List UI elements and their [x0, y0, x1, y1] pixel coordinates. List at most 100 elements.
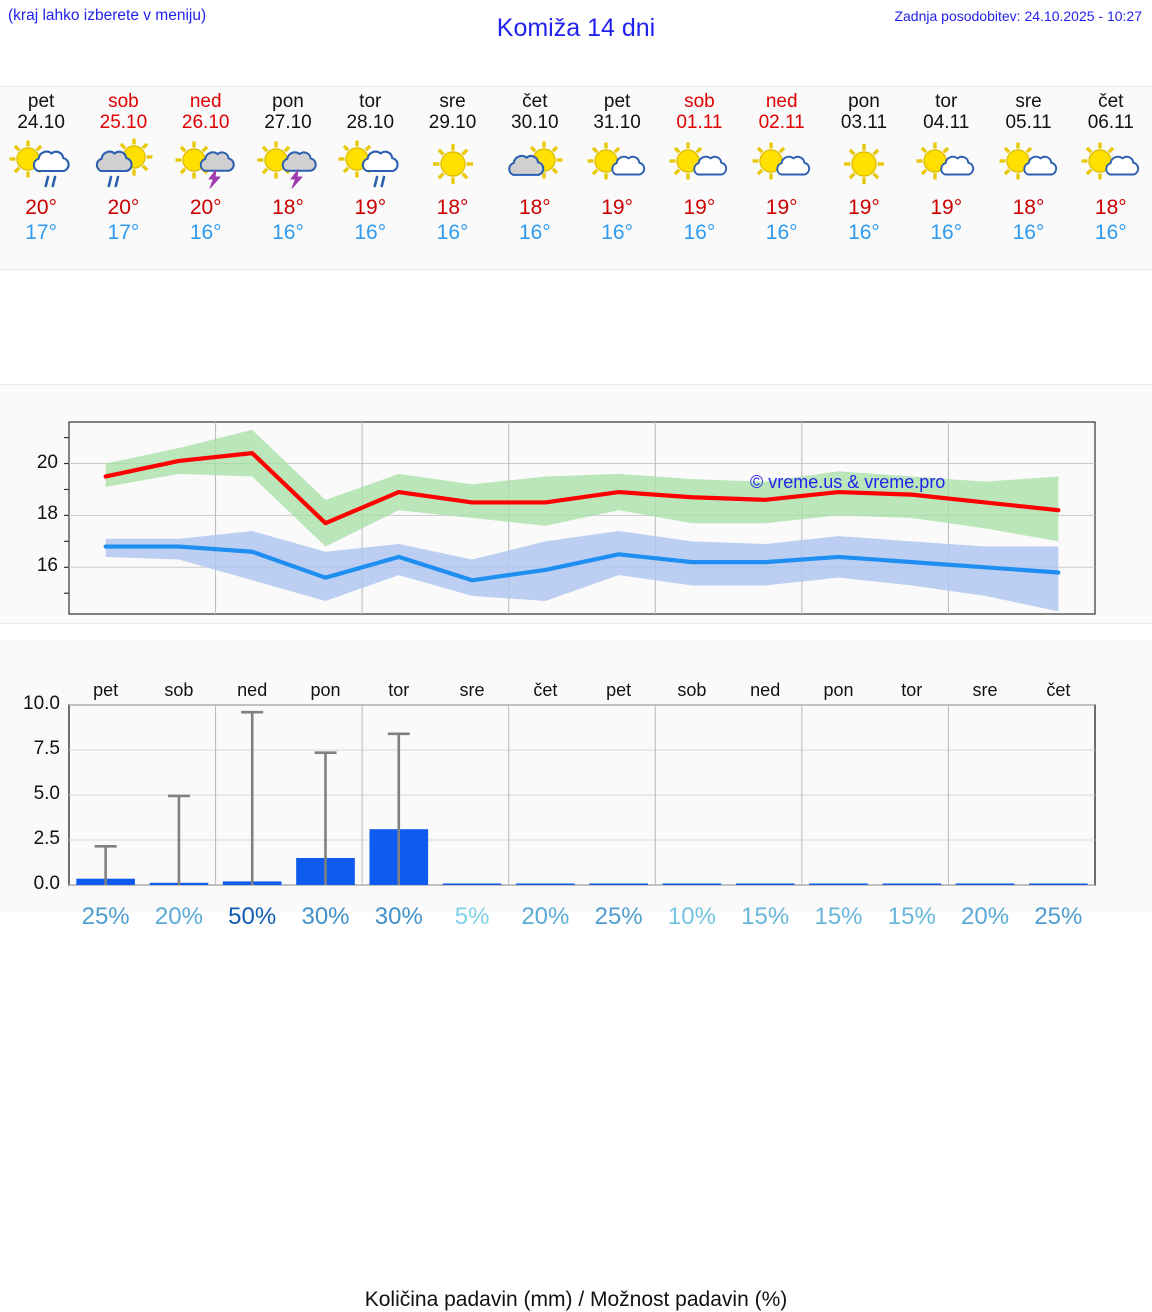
- day-name: tor: [359, 91, 382, 112]
- day-name: ned: [765, 91, 798, 112]
- day-date: 24.10: [17, 112, 65, 133]
- day-name: sre: [1015, 91, 1042, 112]
- day-date: 01.11: [676, 112, 723, 133]
- precipitation-day-label: tor: [388, 680, 410, 700]
- sun-cloud-rain-icon: [0, 137, 82, 195]
- cloud-sun-rain-icon: [82, 137, 164, 195]
- day-column[interactable]: sre 29.10 18° 16°: [411, 87, 493, 269]
- precipitation-probability: 25%: [81, 903, 130, 930]
- precipitation-probability: 15%: [814, 903, 863, 930]
- precipitation-day-label: ned: [750, 680, 781, 700]
- temperature-y-tick: 16: [36, 555, 58, 577]
- day-column[interactable]: pet 31.10 19° 16°: [576, 87, 658, 269]
- day-min-temp: 16°: [189, 221, 222, 244]
- day-column[interactable]: sob 25.10 20° 17°: [82, 87, 164, 269]
- sun-cloud-thunder-icon: [247, 137, 329, 195]
- precipitation-probability: 5%: [454, 903, 490, 930]
- precipitation-probability: 20%: [154, 903, 203, 930]
- precipitation-day-label: pet: [93, 680, 119, 700]
- day-name: pon: [848, 91, 880, 112]
- day-max-temp: 20°: [189, 196, 222, 219]
- day-column[interactable]: pon 03.11 19° 16°: [823, 87, 905, 269]
- day-max-temp: 19°: [930, 196, 963, 219]
- day-max-temp: 18°: [1012, 196, 1045, 219]
- day-column[interactable]: sre 05.11 18° 16°: [987, 87, 1069, 269]
- cloud-sun-icon: [494, 137, 576, 195]
- precipitation-day-label: čet: [1046, 680, 1071, 700]
- precipitation-day-label: sre: [459, 680, 485, 700]
- sun-cloud-rain-icon: [329, 137, 411, 195]
- page-title: Komiža 14 dni: [496, 14, 656, 42]
- precipitation-probability: 50%: [228, 903, 277, 930]
- sun-icon: [823, 137, 905, 195]
- precipitation-y-tick: 2.5: [33, 828, 60, 849]
- day-column[interactable]: tor 04.11 19° 16°: [905, 87, 987, 269]
- precipitation-probability: 15%: [887, 903, 936, 930]
- day-column[interactable]: pon 27.10 18° 16°: [247, 87, 329, 269]
- day-date: 06.11: [1087, 112, 1134, 133]
- day-max-temp: 19°: [683, 196, 716, 219]
- day-max-temp: 19°: [354, 196, 387, 219]
- day-min-temp: 16°: [765, 221, 798, 244]
- precipitation-probability: 25%: [594, 903, 643, 930]
- precipitation-day-label: sob: [164, 680, 194, 700]
- precipitation-day-label: sob: [677, 680, 707, 700]
- day-name: sre: [439, 91, 466, 112]
- day-min-temp: 16°: [683, 221, 716, 244]
- day-name: pet: [603, 91, 631, 112]
- precipitation-probability: 25%: [1034, 903, 1083, 930]
- day-column[interactable]: tor 28.10 19° 16°: [329, 87, 411, 269]
- day-column[interactable]: ned 02.11 19° 16°: [741, 87, 823, 269]
- precipitation-probability: 20%: [521, 903, 570, 930]
- day-name: pon: [272, 91, 304, 112]
- temperature-y-tick: 18: [36, 503, 58, 525]
- day-min-temp: 16°: [848, 221, 880, 244]
- day-max-temp: 19°: [848, 196, 880, 219]
- precipitation-chart-panel: Količina padavin (mm) / Možnost padavin …: [0, 640, 1152, 1311]
- sun-cloud-icon: [576, 137, 658, 195]
- day-min-temp: 17°: [25, 221, 58, 244]
- day-name: čet: [1098, 91, 1124, 112]
- day-column[interactable]: ned 26.10 20° 16°: [165, 87, 247, 269]
- day-min-temp: 16°: [1012, 221, 1045, 244]
- day-name: sob: [108, 91, 139, 112]
- copyright-annotation: © vreme.us & vreme.pro: [750, 472, 946, 492]
- day-name: pet: [27, 91, 55, 112]
- day-date: 29.10: [428, 112, 477, 133]
- precipitation-probability: 15%: [741, 903, 790, 930]
- precipitation-y-tick: 7.5: [33, 738, 60, 759]
- precipitation-probability: 30%: [301, 903, 350, 930]
- day-name: tor: [935, 91, 958, 112]
- precipitation-day-label: pon: [823, 680, 854, 700]
- day-min-temp: 16°: [436, 221, 469, 244]
- daily-forecast-strip: pet 24.10 20° 17° sob 25.10 20° 17° ned 26.10 20° 1…: [0, 86, 1152, 270]
- day-min-temp: 16°: [930, 221, 963, 244]
- day-column[interactable]: čet 30.10 18° 16°: [494, 87, 576, 269]
- day-column[interactable]: sob 01.11 19° 16°: [658, 87, 740, 269]
- precipitation-probability: 10%: [667, 903, 716, 930]
- day-max-temp: 19°: [765, 196, 798, 219]
- temperature-y-tick: 20: [36, 451, 58, 473]
- precipitation-day-label: ned: [237, 680, 268, 700]
- day-column[interactable]: čet 06.11 18° 16°: [1070, 87, 1152, 269]
- precipitation-y-tick: 10.0: [23, 693, 60, 714]
- day-column[interactable]: pet 24.10 20° 17°: [0, 87, 82, 269]
- sun-cloud-icon: [905, 137, 987, 195]
- precipitation-probability: 30%: [374, 903, 423, 930]
- menu-hint: (kraj lahko izberete v meniju): [8, 7, 207, 24]
- day-date: 31.10: [593, 112, 641, 133]
- day-date: 03.11: [840, 112, 888, 133]
- day-max-temp: 20°: [107, 196, 140, 219]
- sun-cloud-thunder-icon: [165, 137, 247, 195]
- precipitation-y-tick: 0.0: [33, 873, 60, 894]
- precipitation-day-label: čet: [533, 680, 558, 700]
- precipitation-day-label: tor: [901, 680, 923, 700]
- day-min-temp: 16°: [1094, 221, 1127, 244]
- day-date: 28.10: [346, 112, 395, 133]
- day-date: 27.10: [264, 112, 312, 133]
- day-min-temp: 16°: [518, 221, 551, 244]
- day-date: 25.10: [99, 112, 148, 133]
- day-max-temp: 18°: [436, 196, 469, 219]
- precipitation-probability: 20%: [961, 903, 1010, 930]
